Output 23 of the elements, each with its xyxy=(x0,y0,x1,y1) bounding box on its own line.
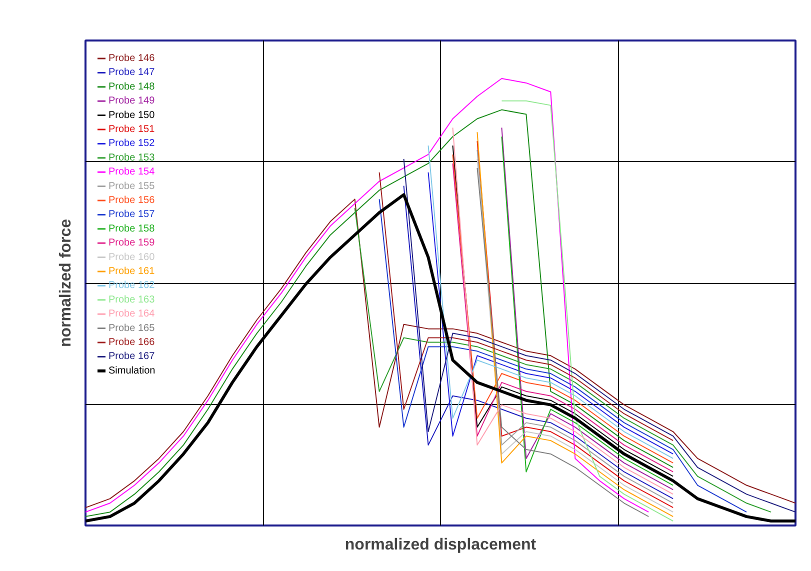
legend-label: Probe 156 xyxy=(108,195,156,206)
legend-label: Probe 153 xyxy=(108,152,156,164)
legend-label: Probe 159 xyxy=(108,238,156,249)
legend-label: Probe 157 xyxy=(108,209,156,220)
legend-label: Probe 155 xyxy=(108,180,156,192)
legend-label: Probe 165 xyxy=(108,322,156,334)
legend-label: Probe 161 xyxy=(108,266,156,277)
legend-label: Probe 149 xyxy=(108,96,156,107)
legend-label: Probe 148 xyxy=(108,81,156,92)
legend-label: Probe 146 xyxy=(108,53,156,64)
legend-label: Probe 166 xyxy=(108,337,156,348)
x-axis-title: normalized displacement xyxy=(344,536,537,554)
legend-label: Probe 151 xyxy=(108,124,156,135)
legend-label: Probe 167 xyxy=(108,351,156,362)
legend-label: Simulation xyxy=(108,365,156,376)
legend-label: Probe 163 xyxy=(108,294,156,306)
legend-label: Probe 154 xyxy=(108,166,156,178)
legend-label: Probe 158 xyxy=(108,223,156,234)
legend-label: Probe 152 xyxy=(108,138,156,150)
legend-label: Probe 164 xyxy=(108,308,156,320)
legend-label: Probe 150 xyxy=(108,110,156,121)
legend-label: Probe 147 xyxy=(108,67,156,78)
y-axis-title: normalized force xyxy=(58,218,74,348)
